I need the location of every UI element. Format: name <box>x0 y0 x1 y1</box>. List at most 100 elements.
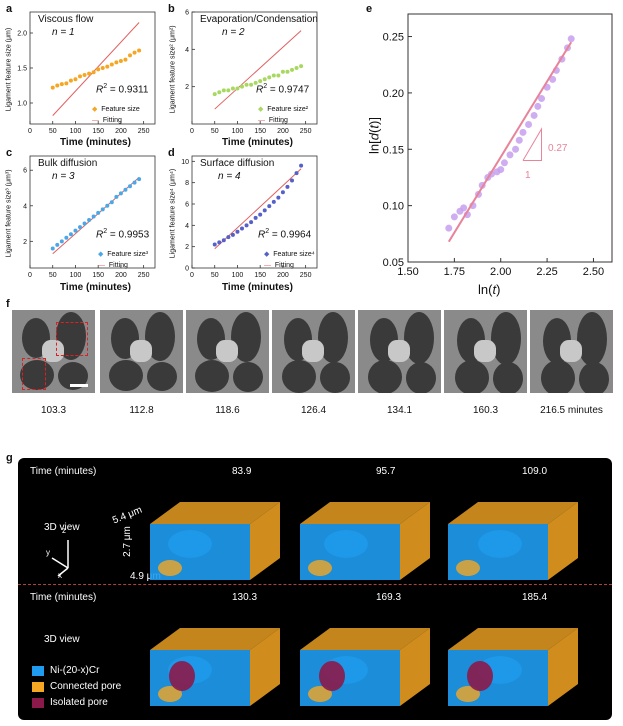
pore-region <box>130 340 152 362</box>
roi-box <box>22 358 46 390</box>
fit-line-a <box>52 22 140 116</box>
chart-d: 0 50 100 150 200 250 0 2 4 6 8 10 <box>181 155 318 279</box>
data-point-a <box>132 50 137 55</box>
data-point-a <box>96 67 101 72</box>
xtick-label-a: 50 <box>49 128 57 135</box>
data-point-a <box>137 48 142 53</box>
data-point-b <box>249 82 254 87</box>
pore-volume <box>456 686 480 702</box>
data-point-b <box>240 84 244 89</box>
data-point-d <box>217 240 222 245</box>
xtick-label-a: 100 <box>70 128 82 135</box>
pore-volume <box>158 560 182 576</box>
cube-side <box>548 628 578 706</box>
tem-frame <box>530 310 613 393</box>
3d-cube <box>448 502 578 580</box>
pore-region <box>560 340 582 362</box>
data-point-c <box>50 246 55 251</box>
data-point-e <box>497 166 505 174</box>
data-point-d <box>290 178 294 183</box>
pore-region <box>302 340 324 362</box>
data-point-d <box>276 195 281 200</box>
data-point-a <box>59 82 64 87</box>
cube-side <box>400 628 430 706</box>
xlabel-b: Time (minutes) <box>222 137 293 148</box>
data-point-b <box>285 69 290 74</box>
data-point-c <box>137 177 142 182</box>
cube-top <box>150 628 280 650</box>
xtick-label-c: 150 <box>92 272 104 279</box>
plot-frame-e <box>407 13 613 263</box>
panel-letter-g: g <box>6 452 13 464</box>
cube-side <box>250 502 280 580</box>
data-point-b <box>217 90 222 95</box>
legend-isolated: Isolated pore <box>50 697 108 708</box>
ligament-blob <box>577 312 607 366</box>
xlabel-a: Time (minutes) <box>60 137 131 148</box>
xtick-label-d: 200 <box>277 272 289 279</box>
panel-letter-a: a <box>6 3 13 15</box>
data-point-a <box>78 74 82 79</box>
data-point-b <box>230 86 235 91</box>
xtick-label-c: 100 <box>70 272 82 279</box>
pore-region <box>388 340 410 362</box>
data-point-a <box>128 53 132 58</box>
chart-b: 0 50 100 150 200 250 2 4 6 <box>185 10 318 135</box>
3d-cube <box>448 628 578 706</box>
data-point-d <box>267 204 272 209</box>
data-point-d <box>271 199 276 204</box>
frame-time: 160.3 <box>472 405 499 416</box>
data-point-d <box>221 238 226 243</box>
cube-top <box>150 502 280 524</box>
row-divider <box>18 584 612 585</box>
data-point-c <box>114 194 119 199</box>
ligament-blob <box>281 360 316 393</box>
xtick-label-a: 0 <box>28 128 32 135</box>
data-point-b <box>253 80 258 85</box>
ligament-blob <box>454 360 489 393</box>
legend-a: ◆ Feature size — Fitting <box>92 106 140 124</box>
data-point-b <box>212 92 217 97</box>
chart-e: 1.50 1.75 2.00 2.25 2.50 0.05 0.10 0.15 0.20 0.25 <box>383 13 613 278</box>
ytick-label-e: 0.25 <box>383 32 404 44</box>
pore-region <box>474 340 496 362</box>
xlabel-d: Time (minutes) <box>222 282 293 293</box>
data-point-b <box>226 88 231 93</box>
data-point-e <box>512 145 520 153</box>
n-a: n = 1 <box>52 27 75 38</box>
panel-letter-d: d <box>168 147 175 159</box>
data-point-c <box>59 239 64 244</box>
data-point-e <box>515 136 523 144</box>
cube-top <box>448 502 578 524</box>
data-point-d <box>262 208 267 213</box>
ytick-label-c: 2 <box>23 239 27 246</box>
ligament-blob <box>406 362 436 393</box>
tem-frame <box>100 310 183 393</box>
cube-side <box>400 502 430 580</box>
data-point-a <box>105 64 110 69</box>
ytick-label-e: 0.10 <box>383 201 404 213</box>
xtick-label-a: 150 <box>92 128 104 135</box>
data-point-c <box>87 218 92 222</box>
xtick-label-a: 200 <box>115 128 127 135</box>
time-row2-0: 130.3 <box>232 592 258 603</box>
xtick-label-e: 2.50 <box>583 266 604 278</box>
dim-width: 4.9 μm <box>130 571 161 582</box>
fit-line-b <box>214 30 302 110</box>
chart-a: 0 50 100 150 200 250 1.0 1.5 2.0 <box>17 11 156 135</box>
xtick-label-d: 150 <box>254 272 266 279</box>
xtick-label-e: 2.00 <box>490 266 511 278</box>
xtick-label-c: 0 <box>28 272 32 279</box>
data-point-d <box>280 190 285 195</box>
ytick-label-d: 4 <box>185 223 189 230</box>
frame-time: 134.1 <box>386 405 413 416</box>
ylabel-d: Ligament feature size⁴ (μm⁴) <box>169 168 177 259</box>
r2-b: R2 = 0.9747 <box>256 83 310 96</box>
time-row2-2: 185.4 <box>522 592 548 603</box>
data-point-d <box>226 235 231 240</box>
xtick-label-e: 1.50 <box>397 266 418 278</box>
ligament-blob <box>368 360 402 393</box>
cube-side <box>548 502 578 580</box>
3d-cube <box>150 628 280 706</box>
view-label-row2: 3D view <box>44 634 80 645</box>
